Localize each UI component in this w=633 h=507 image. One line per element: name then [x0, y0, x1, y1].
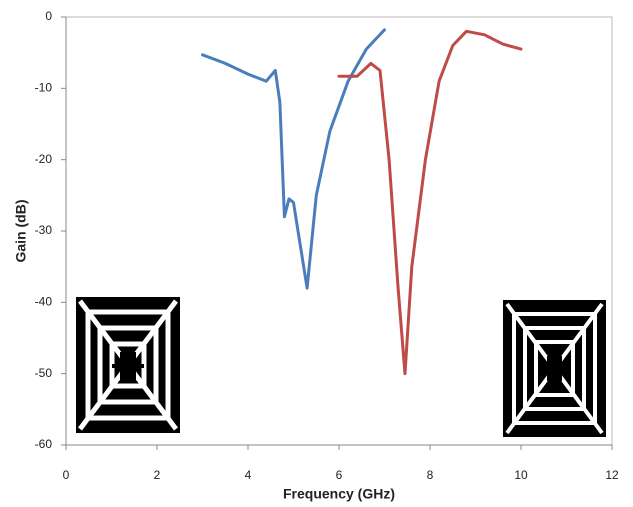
x-tick-label: 8 [427, 468, 434, 482]
inset-right [503, 300, 606, 437]
y-tick-label: -30 [35, 223, 53, 237]
x-tick-label: 6 [336, 468, 343, 482]
x-tick-label: 10 [514, 468, 528, 482]
y-tick-label: -60 [35, 437, 53, 451]
y-tick-label: -20 [35, 152, 53, 166]
inset-left [76, 297, 180, 433]
y-tick-label: 0 [45, 9, 52, 23]
y-tick-label: -10 [35, 81, 53, 95]
x-tick-label: 12 [605, 468, 619, 482]
y-tick-label: -40 [35, 295, 53, 309]
y-axis-title: Gain (dB) [13, 200, 29, 263]
y-tick-label: -50 [35, 366, 53, 380]
x-tick-label: 2 [154, 468, 161, 482]
series-line [201, 28, 386, 290]
x-tick-label: 0 [63, 468, 70, 482]
x-axis-title: Frequency (GHz) [283, 486, 395, 502]
x-tick-label: 4 [245, 468, 252, 482]
series-line [337, 29, 523, 376]
